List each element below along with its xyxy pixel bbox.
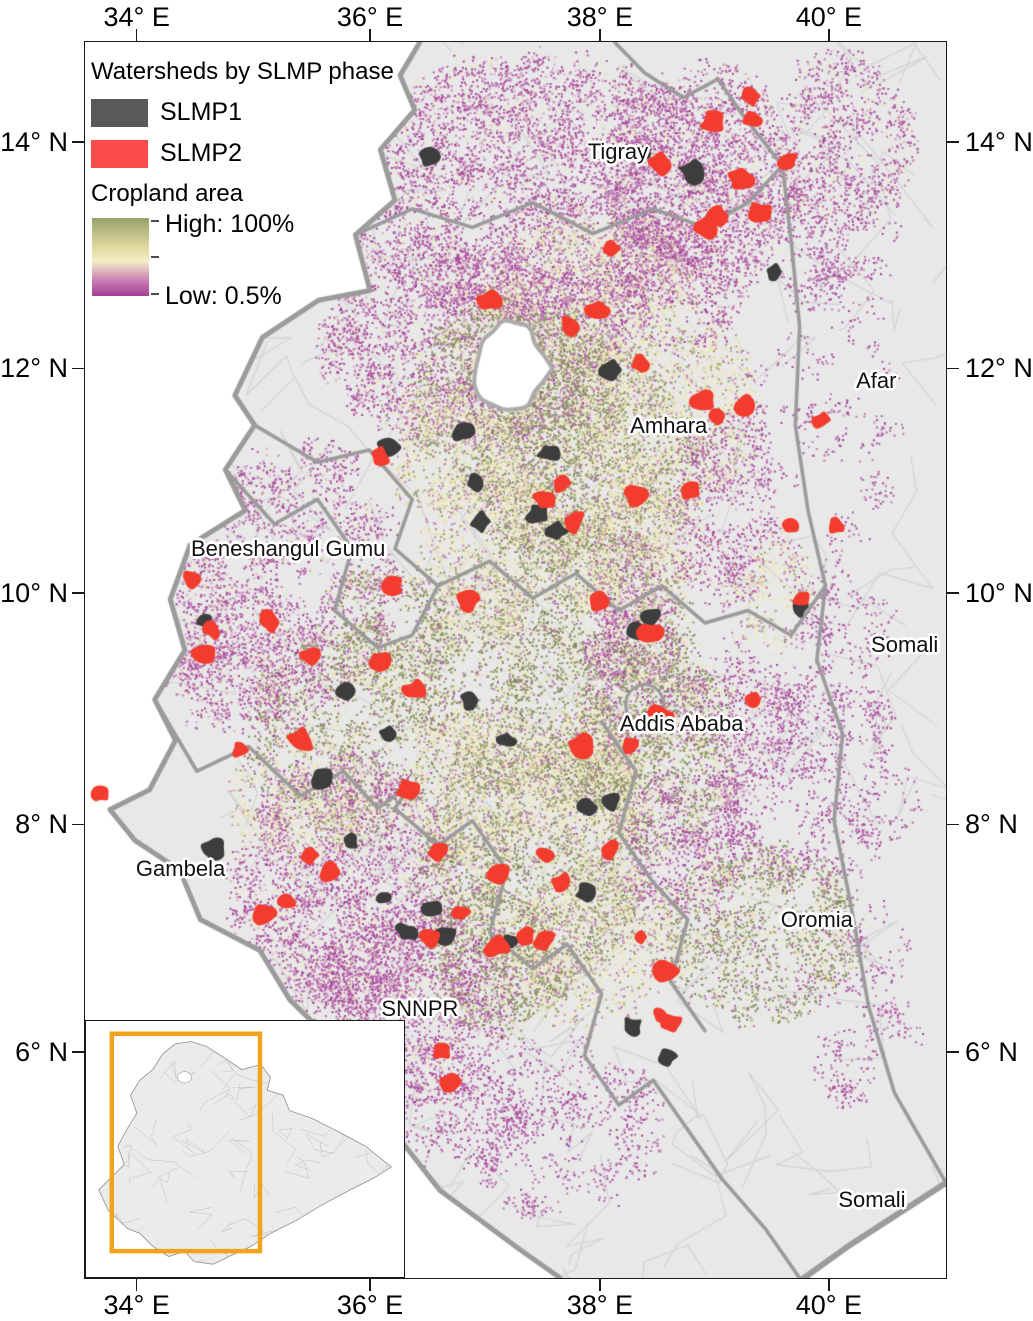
- lon-tick-bottom: [828, 1278, 830, 1291]
- lon-tick-top: [369, 29, 371, 42]
- lat-label-left: 12° N: [0, 353, 68, 384]
- region-label-gambela: Gambela: [135, 855, 226, 881]
- lon-label-top: 40° E: [795, 2, 863, 32]
- lon-tick-top: [135, 29, 138, 42]
- lat-label-left: 6° N: [15, 1036, 68, 1067]
- inset-overview-map: [85, 1020, 405, 1278]
- region-label-beneshangul-gumu: Beneshangul Gumu: [190, 535, 386, 561]
- region-label-tigray: Tigray: [587, 138, 649, 164]
- lon-tick-bottom: [599, 1278, 601, 1291]
- lon-tick-bottom: [369, 1278, 371, 1291]
- gradient-tick-mid: [151, 256, 159, 258]
- lat-label-right: 12° N: [965, 353, 1033, 384]
- lat-tick-right: [946, 141, 959, 143]
- cropland-gradient: High: 100% Low: 0.5%: [91, 210, 411, 309]
- lon-label-bottom: 38° E: [566, 1290, 634, 1320]
- region-label-addis-ababa: Addis Ababa: [619, 711, 744, 737]
- legend-title: Watersheds by SLMP phase: [91, 58, 394, 85]
- inset-ethiopia-outline: [86, 1021, 404, 1277]
- lon-label-top: 36° E: [336, 2, 404, 32]
- lat-label-left: 10° N: [0, 578, 68, 609]
- lon-tick-top: [828, 29, 830, 42]
- legend-item-slmp1: SLMP1: [91, 98, 411, 127]
- cropland-legend-title: Cropland area: [91, 180, 244, 207]
- lon-label-bottom: 34° E: [103, 1290, 170, 1320]
- legend-item-slmp2: SLMP2: [91, 139, 411, 168]
- lat-label-left: 8° N: [15, 809, 68, 840]
- map-area: Watersheds by SLMP phase SLMP1 SLMP2 Cro…: [85, 42, 946, 1278]
- legend: Watersheds by SLMP phase SLMP1 SLMP2 Cro…: [91, 58, 411, 309]
- region-label-somali-east: Somali: [871, 632, 939, 658]
- gradient-high-label: High: 100%: [165, 210, 295, 238]
- region-label-afar: Afar: [856, 367, 897, 393]
- lon-tick-bottom: [135, 1278, 138, 1291]
- lat-tick-right: [946, 367, 959, 370]
- lat-tick-left: [72, 367, 85, 370]
- lat-tick-left: [72, 823, 85, 826]
- lon-tick-top: [599, 29, 601, 42]
- cropland-gradient-bar: [92, 218, 149, 296]
- region-label-somali-south: Somali: [838, 1187, 906, 1213]
- gradient-low-label: Low: 0.5%: [165, 282, 282, 310]
- lat-tick-left: [72, 1051, 85, 1053]
- lat-label-right: 14° N: [965, 127, 1033, 158]
- region-label-amhara: Amhara: [630, 413, 708, 439]
- lat-tick-right: [946, 1051, 959, 1053]
- slmp2-swatch: [91, 139, 148, 168]
- lat-tick-right: [946, 592, 959, 595]
- lat-label-left: 14° N: [0, 127, 68, 158]
- lat-tick-right: [946, 823, 959, 826]
- lon-label-bottom: 36° E: [336, 1290, 404, 1320]
- region-label-oromia: Oromia: [780, 906, 853, 932]
- gradient-tick-high: [151, 220, 159, 222]
- lon-label-bottom: 40° E: [795, 1290, 863, 1320]
- lon-label-top: 34° E: [103, 2, 170, 32]
- slmp2-label: SLMP2: [160, 139, 242, 167]
- inset-lake-tana: [178, 1072, 192, 1083]
- lat-tick-left: [72, 592, 85, 595]
- inset-extent-rectangle: [112, 1034, 260, 1251]
- slmp1-label: SLMP1: [160, 98, 242, 126]
- slmp1-swatch: [91, 98, 148, 127]
- region-label-snnpr: SNNPR: [381, 995, 459, 1021]
- lon-label-top: 38° E: [566, 2, 634, 32]
- gradient-tick-low: [151, 293, 159, 295]
- lat-tick-left: [72, 141, 85, 143]
- lat-label-right: 8° N: [965, 809, 1018, 840]
- lat-label-right: 10° N: [965, 578, 1033, 609]
- lat-label-right: 6° N: [965, 1036, 1018, 1067]
